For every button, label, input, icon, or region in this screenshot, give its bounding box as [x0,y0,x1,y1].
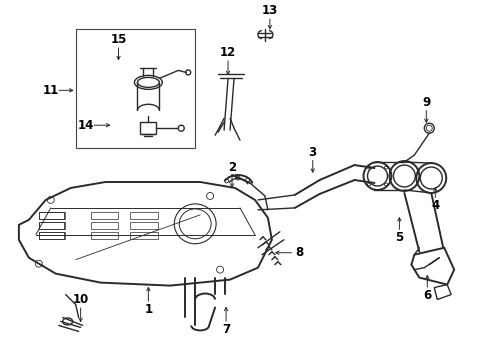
Bar [91,232,119,239]
Bar [39,232,65,239]
Bar [130,222,158,229]
Text: 2: 2 [228,161,236,174]
Text: 1: 1 [145,303,152,316]
Text: 13: 13 [262,4,278,17]
Text: 4: 4 [431,199,440,212]
Text: 6: 6 [423,289,431,302]
Bar [130,232,158,239]
Text: 7: 7 [222,323,230,336]
Text: 8: 8 [295,246,304,259]
Bar [39,212,64,219]
Bar [39,222,65,229]
Text: 14: 14 [77,119,94,132]
Bar [91,222,119,229]
Bar [141,122,156,134]
Bar [39,232,64,239]
Bar [39,222,64,229]
Text: 5: 5 [395,231,404,244]
Text: 12: 12 [220,46,236,59]
Text: 9: 9 [422,96,430,109]
Bar [75,28,195,148]
Text: 11: 11 [43,84,59,97]
Text: 3: 3 [309,145,317,159]
Text: 10: 10 [73,293,89,306]
Text: 15: 15 [110,33,127,46]
Bar [39,212,65,219]
Bar [91,212,119,219]
Bar [130,212,158,219]
